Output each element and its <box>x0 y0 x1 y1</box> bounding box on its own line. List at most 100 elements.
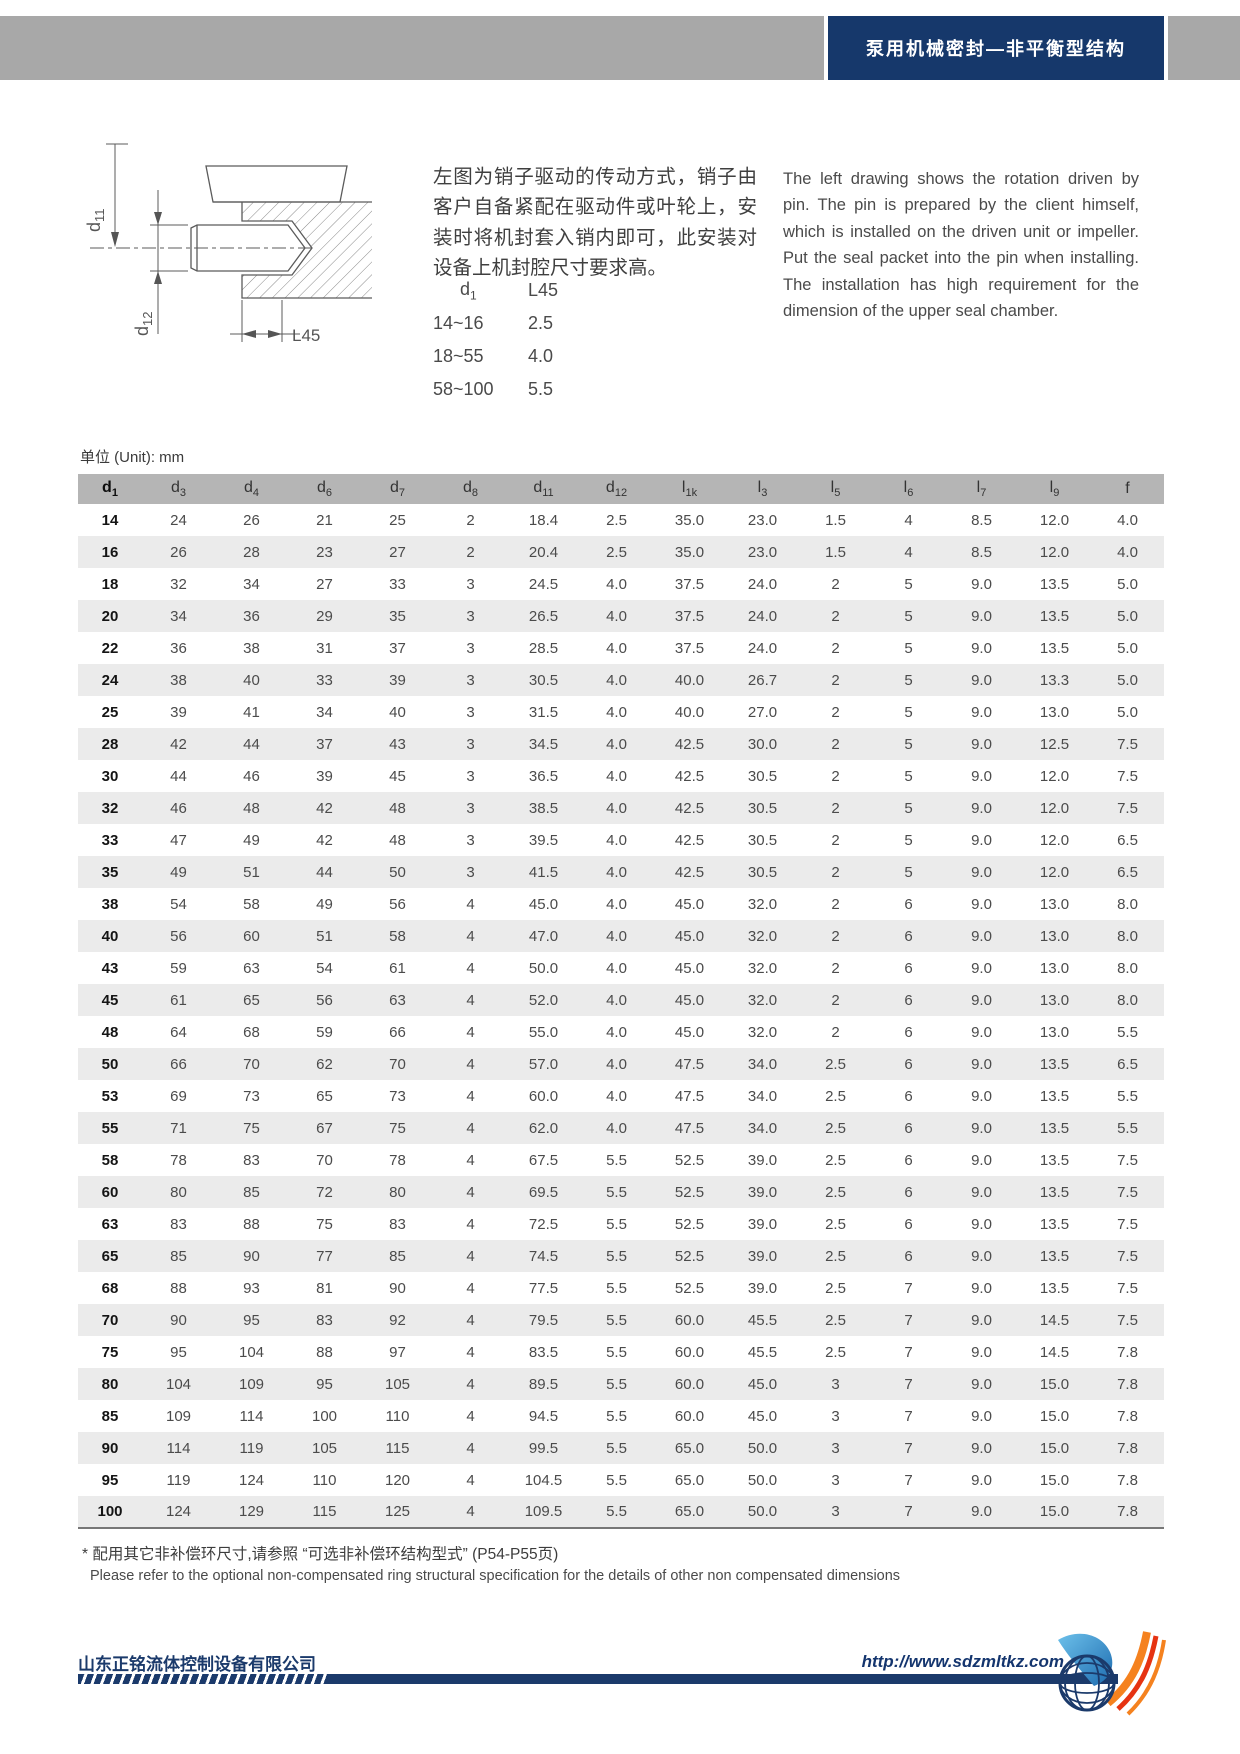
table-cell: 5.0 <box>1117 703 1138 721</box>
table-cell: 92 <box>361 1304 434 1336</box>
table-cell: 93 <box>243 1279 260 1297</box>
table-row: 55 71 75 67 75 4 62.0 4.0 47.5 34.0 2.5 6 9.0 13.5 5.5 <box>78 1112 1164 1144</box>
logo-globe-icon <box>1058 1654 1116 1712</box>
table-cell: 12.0 <box>1018 792 1091 824</box>
technical-drawing: d11 d12 L45 <box>84 143 372 345</box>
table-cell: 60.0 <box>674 1343 705 1361</box>
arrow-d12-top <box>154 212 162 225</box>
table-cell: 15.0 <box>1018 1432 1091 1464</box>
table-cell: 74.5 <box>507 1240 580 1272</box>
table-cell: 7.8 <box>1091 1432 1164 1464</box>
table-cell: 3 <box>466 575 475 593</box>
table-cell: 27 <box>316 575 333 593</box>
dim-label-d11: d11 <box>84 208 107 232</box>
pin-table-row: 18~55 4.0 <box>433 340 618 373</box>
table-cell: 1.5 <box>825 511 846 529</box>
table-cell: 2.5 <box>799 1112 872 1144</box>
table-cell: 77.5 <box>528 1279 559 1297</box>
footer-website-url: http://www.sdzmltkz.com <box>861 1652 1064 1671</box>
table-cell: 34 <box>142 600 215 632</box>
table-cell: 35.0 <box>674 511 705 529</box>
table-cell: 18.4 <box>528 511 559 529</box>
table-cell: 48 <box>215 792 288 824</box>
table-cell: 42.5 <box>653 792 726 824</box>
column-header: f <box>1091 474 1164 504</box>
table-cell: 90 <box>142 1304 215 1336</box>
table-cell: 32.0 <box>747 959 778 977</box>
dimension-table: d1 d3 d4 d6 d7 d8 d11 d12 l1k l3 l5 l6 l7 l9 f 14 24 26 2… <box>78 474 1164 1529</box>
table-cell: 30.5 <box>747 831 778 849</box>
table-cell: 5.5 <box>580 1304 653 1336</box>
table-cell: 39.0 <box>726 1240 799 1272</box>
table-cell: 13.5 <box>1039 1279 1070 1297</box>
column-header: d6 <box>288 474 361 504</box>
table-cell: 4 <box>466 1087 475 1105</box>
table-cell: 40.0 <box>653 664 726 696</box>
row-d1-cell: 70 <box>78 1304 142 1336</box>
table-cell: 83.5 <box>528 1343 559 1361</box>
table-cell: 2 <box>799 664 872 696</box>
table-cell: 5 <box>904 639 913 657</box>
table-cell: 95 <box>288 1368 361 1400</box>
table-cell: 78 <box>389 1151 406 1169</box>
table-cell: 2.5 <box>580 536 653 568</box>
table-cell: 4.0 <box>580 600 653 632</box>
row-d1-cell: 55 <box>78 1112 142 1144</box>
table-cell: 26 <box>243 511 260 529</box>
table-cell: 119 <box>215 1432 288 1464</box>
row-d1-cell: 30 <box>101 767 119 785</box>
table-cell: 36 <box>170 639 187 657</box>
table-cell: 2.5 <box>606 511 627 529</box>
table-cell: 60.0 <box>653 1304 726 1336</box>
table-cell: 5.0 <box>1117 575 1138 593</box>
table-cell: 62 <box>288 1048 361 1080</box>
table-cell: 5.5 <box>580 1496 653 1528</box>
table-cell: 5.5 <box>580 1240 653 1272</box>
table-cell: 2 <box>799 920 872 952</box>
table-cell: 6.5 <box>1091 856 1164 888</box>
table-cell: 2 <box>831 703 840 721</box>
row-d1-cell: 18 <box>101 575 119 593</box>
table-cell: 83 <box>170 1215 187 1233</box>
table-cell: 9.0 <box>945 1112 1018 1144</box>
footer-chevron-decoration <box>78 1674 330 1684</box>
table-cell: 39 <box>361 664 434 696</box>
table-cell: 30.5 <box>507 664 580 696</box>
table-cell: 4 <box>434 920 507 952</box>
table-cell: 4.0 <box>606 703 627 721</box>
table-cell: 42.5 <box>653 728 726 760</box>
pin-table-row: 58~100 5.5 <box>433 373 618 406</box>
table-cell: 5.0 <box>1091 664 1164 696</box>
table-cell: 5 <box>872 728 945 760</box>
table-cell: 9.0 <box>945 728 1018 760</box>
table-cell: 8.0 <box>1091 920 1164 952</box>
table-row: 63 83 88 75 83 4 72.5 5.5 52.5 39.0 2.5 6 9.0 13.5 7.5 <box>78 1208 1164 1240</box>
table-cell: 2 <box>799 856 872 888</box>
table-cell: 3 <box>434 728 507 760</box>
table-cell: 40 <box>215 664 288 696</box>
table-cell: 45.0 <box>674 959 705 977</box>
table-cell: 6 <box>904 1215 913 1233</box>
table-row: 18 32 34 27 33 3 24.5 4.0 37.5 24.0 2 5 9.0 13.5 5.0 <box>78 568 1164 600</box>
table-cell: 66 <box>142 1048 215 1080</box>
table-cell: 5 <box>904 575 913 593</box>
arrow-d11 <box>111 232 119 247</box>
table-cell: 52.5 <box>674 1279 705 1297</box>
table-cell: 7.5 <box>1091 1240 1164 1272</box>
table-cell: 114 <box>142 1432 215 1464</box>
table-cell: 49 <box>142 856 215 888</box>
table-cell: 31.5 <box>528 703 559 721</box>
table-cell: 37.5 <box>674 639 705 657</box>
table-cell: 6 <box>872 1240 945 1272</box>
table-cell: 9.0 <box>945 984 1018 1016</box>
table-cell: 58 <box>361 920 434 952</box>
table-cell: 50 <box>361 856 434 888</box>
table-row: 25 39 41 34 40 3 31.5 4.0 40.0 27.0 2 5 9.0 13.0 5.0 <box>78 696 1164 728</box>
table-cell: 20.4 <box>507 536 580 568</box>
table-cell: 6 <box>872 1176 945 1208</box>
column-header: l1k <box>653 474 726 504</box>
table-cell: 9.0 <box>945 1240 1018 1272</box>
table-cell: 36 <box>215 600 288 632</box>
table-cell: 4 <box>466 1023 475 1041</box>
table-cell: 47.0 <box>507 920 580 952</box>
